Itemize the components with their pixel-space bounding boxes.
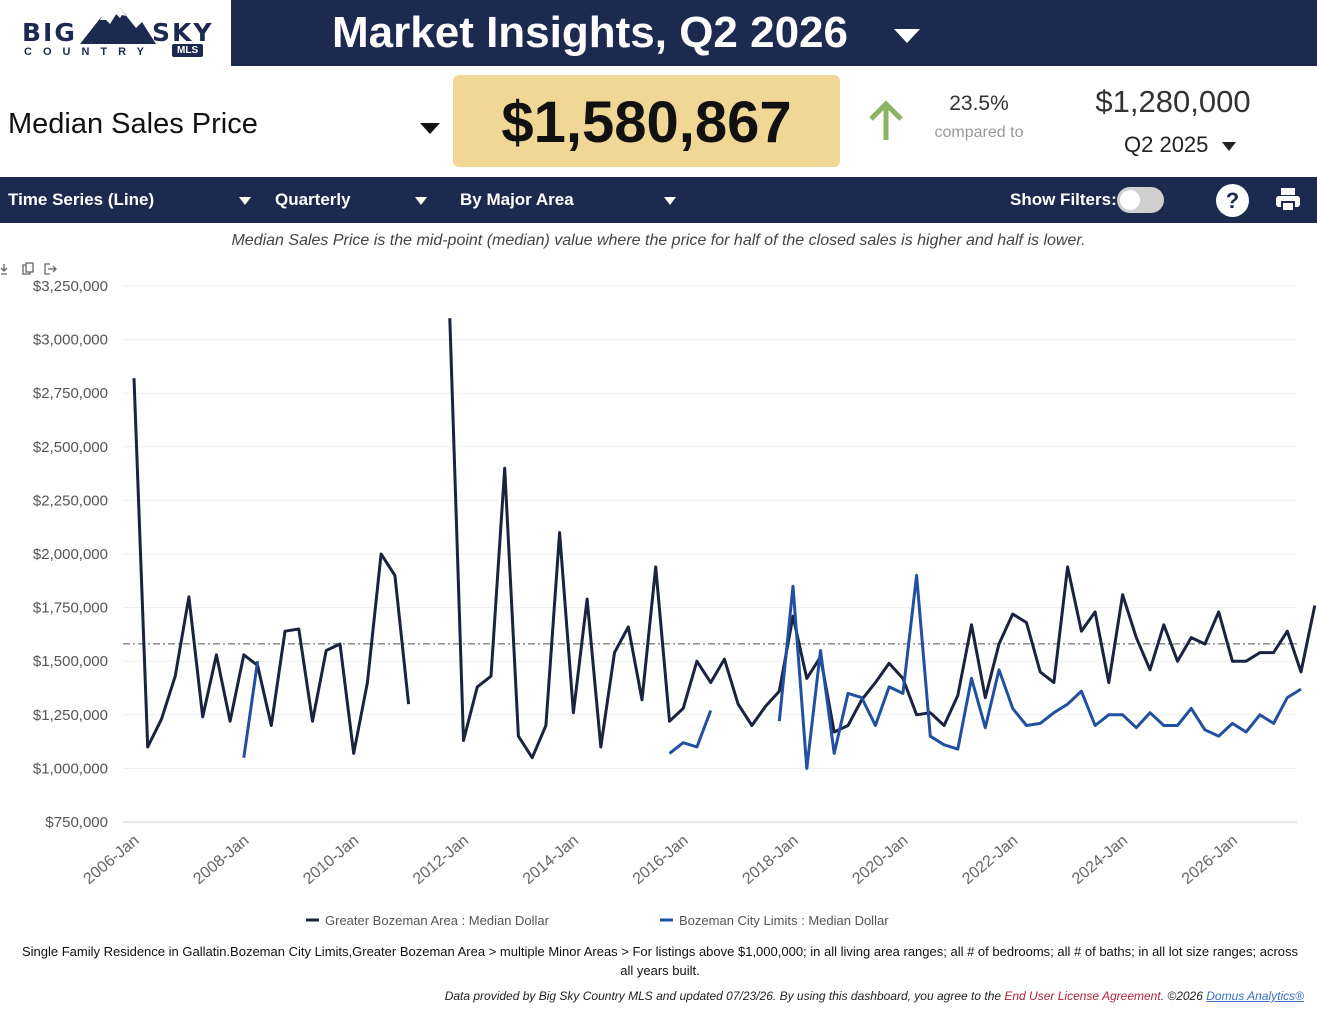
show-filters-label: Show Filters: bbox=[1010, 190, 1117, 209]
x-tick-label: 2018-Jan bbox=[740, 832, 802, 888]
toggle-knob bbox=[1120, 190, 1140, 210]
y-tick-label: $2,500,000 bbox=[33, 439, 108, 456]
x-tick-label: 2008-Jan bbox=[190, 832, 252, 888]
filter-footnote: Single Family Residence in Gallatin.Boze… bbox=[21, 944, 1299, 978]
x-tick-label: 2010-Jan bbox=[300, 832, 362, 888]
y-tick-label: $2,250,000 bbox=[33, 492, 108, 509]
legend-label: Greater Bozeman Area : Median Dollar bbox=[325, 913, 550, 928]
median-price-chart: $750,000 $1,000,000 $1,250,000 $1,500,000 $1… bbox=[0, 262, 1317, 942]
y-tick-label: $2,000,000 bbox=[33, 546, 108, 563]
series-line-1 bbox=[242, 573, 1302, 770]
mountain-logo-icon bbox=[80, 8, 156, 44]
grouping-dropdown[interactable]: By Major Area bbox=[460, 190, 574, 209]
logo-sky-text: SKY bbox=[152, 18, 214, 47]
download-icon[interactable] bbox=[0, 264, 8, 275]
x-tick-label: 2026-Jan bbox=[1179, 832, 1241, 888]
y-tick-label: $1,000,000 bbox=[33, 760, 108, 777]
kpi-value-box: $1,580,867 bbox=[453, 75, 840, 167]
help-button[interactable]: ? bbox=[1216, 184, 1249, 217]
top-header: BIG SKY COUNTRY MLS Market Insights, Q2 … bbox=[0, 0, 1317, 66]
logo-big-text: BIG bbox=[22, 18, 77, 47]
page-title[interactable]: Market Insights, Q2 2026 bbox=[332, 8, 848, 57]
metric-description: Median Sales Price is the mid-point (med… bbox=[231, 232, 1086, 249]
chart-toolbar: Time Series (Line) Quarterly By Major Ar… bbox=[0, 177, 1317, 223]
interval-dropdown[interactable]: Quarterly bbox=[275, 190, 351, 209]
chart-canvas: $750,000 $1,000,000 $1,250,000 $1,500,000 $1… bbox=[33, 278, 1317, 928]
y-tick-label: $1,500,000 bbox=[33, 653, 108, 670]
y-tick-label: $2,750,000 bbox=[33, 385, 108, 402]
data-credits: Data provided by Big Sky Country MLS and… bbox=[0, 989, 1304, 1003]
x-tick-label: 2006-Jan bbox=[81, 832, 143, 888]
x-tick-label: 2020-Jan bbox=[849, 832, 911, 888]
x-tick-label: 2016-Jan bbox=[630, 832, 692, 888]
y-tick-label: $3,250,000 bbox=[33, 278, 108, 295]
comparison-period-caret-icon[interactable] bbox=[1221, 141, 1237, 152]
interval-caret-icon[interactable] bbox=[414, 196, 428, 206]
big-sky-country-mls-logo: BIG SKY COUNTRY MLS bbox=[14, 6, 224, 64]
x-tick-label: 2014-Jan bbox=[520, 832, 582, 888]
grouping-caret-icon[interactable] bbox=[663, 196, 677, 206]
metric-dropdown-caret-icon[interactable] bbox=[419, 121, 441, 135]
chart-type-dropdown[interactable]: Time Series (Line) bbox=[8, 190, 155, 209]
title-band bbox=[231, 0, 1317, 66]
show-filters-toggle[interactable] bbox=[1117, 187, 1164, 213]
y-tick-label: $1,250,000 bbox=[33, 707, 108, 724]
credits-prefix: Data provided by Big Sky Country MLS and… bbox=[444, 989, 1005, 1003]
chart-type-caret-icon[interactable] bbox=[238, 196, 252, 206]
chart-tools bbox=[0, 262, 57, 275]
x-tick-label: 2012-Jan bbox=[410, 832, 472, 888]
series-line-0 bbox=[132, 318, 1317, 760]
print-icon[interactable] bbox=[1274, 186, 1302, 214]
export-icon[interactable] bbox=[44, 263, 57, 275]
domus-analytics-link[interactable]: Domus Analytics® bbox=[1206, 989, 1304, 1003]
logo-country-text: COUNTRY bbox=[24, 46, 155, 58]
logo-mls-badge: MLS bbox=[172, 44, 204, 57]
x-tick-label: 2024-Jan bbox=[1069, 832, 1131, 888]
eula-link[interactable]: End User License Agreement bbox=[1004, 989, 1161, 1003]
metric-selector[interactable]: Median Sales Price bbox=[8, 108, 258, 140]
x-tick-label: 2022-Jan bbox=[959, 832, 1021, 888]
legend-label: Bozeman City Limits : Median Dollar bbox=[679, 913, 889, 928]
period-dropdown-caret-icon[interactable] bbox=[893, 27, 921, 45]
up-arrow-icon bbox=[869, 100, 903, 140]
y-tick-label: $750,000 bbox=[45, 814, 108, 831]
y-tick-label: $1,750,000 bbox=[33, 600, 108, 617]
percent-change: 23.5% bbox=[949, 92, 1009, 115]
compared-to-label: compared to bbox=[934, 124, 1024, 141]
credits-middle: . ©2026 bbox=[1160, 989, 1207, 1003]
y-tick-label: $3,000,000 bbox=[33, 332, 108, 349]
copy-icon[interactable] bbox=[22, 262, 34, 275]
comparison-period-selector[interactable]: Q2 2025 bbox=[1124, 132, 1209, 157]
kpi-value: $1,580,867 bbox=[501, 90, 792, 155]
comparison-value: $1,280,000 bbox=[1095, 84, 1251, 119]
